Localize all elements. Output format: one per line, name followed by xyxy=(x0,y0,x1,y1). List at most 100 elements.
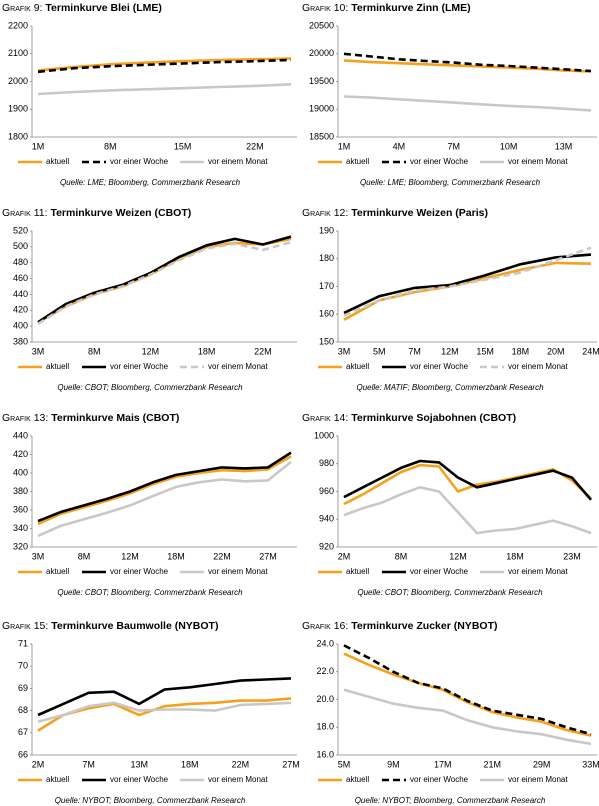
legend-label: aktuell xyxy=(46,362,69,371)
chart-panel: Grafik 9: Terminkurve Blei (LME) 1800 1900… xyxy=(2,2,297,187)
x-tick-label: 4M xyxy=(393,141,406,151)
series-line xyxy=(343,459,592,501)
chart-panel: Grafik 10: Terminkurve Zinn (LME) 18500 19… xyxy=(302,2,597,187)
x-tick-label: 23M xyxy=(563,551,581,561)
legend-label: aktuell xyxy=(46,567,69,576)
chart-label: Grafik 15: xyxy=(2,620,48,632)
legend-label: aktuell xyxy=(46,775,69,784)
legend-label: vor einer Woche xyxy=(110,775,169,784)
y-tick-label: 68 xyxy=(18,705,28,715)
y-tick-label: 190 xyxy=(319,225,334,235)
y-tick-label: 20.0 xyxy=(316,694,334,704)
legend-label: aktuell xyxy=(346,362,369,371)
x-tick-label: 8M xyxy=(395,551,408,561)
chart-source: Quelle: NYBOT; Bloomberg, Commerzbank Re… xyxy=(355,796,546,805)
series-line xyxy=(343,463,592,506)
chart-source: Quelle: CBOT; Bloomberg, Commerzbank Res… xyxy=(57,588,243,597)
chart-title: Grafik 10: Terminkurve Zinn (LME) xyxy=(302,2,471,14)
chart-source: Quelle: NYBOT; Bloomberg, Commerzbank Re… xyxy=(55,796,246,805)
legend-label: vor einer Woche xyxy=(110,362,169,371)
chart-title-text: Terminkurve Mais (CBOT) xyxy=(51,412,179,424)
x-tick-label: 12M xyxy=(441,346,459,356)
series-line xyxy=(343,644,592,736)
series-line xyxy=(37,58,292,74)
x-tick-label: 10M xyxy=(500,141,518,151)
y-tick-label: 1800 xyxy=(8,131,28,141)
chart-title: Grafik 11: Terminkurve Weizen (CBOT) xyxy=(2,207,191,219)
x-tick-label: 13M xyxy=(555,141,573,151)
legend-label: vor einer Woche xyxy=(410,567,469,576)
chart-source: Quelle: LME; Bloomberg, Commerzbank Rese… xyxy=(360,178,541,187)
chart-title: Grafik 16: Terminkurve Zucker (NYBOT) xyxy=(302,620,497,632)
series-line xyxy=(37,235,292,324)
x-tick-label: 5M xyxy=(373,346,386,356)
y-tick-label: 460 xyxy=(13,273,28,283)
x-tick-label: 18M xyxy=(198,346,216,356)
chart-panel: Grafik 16: Terminkurve Zucker (NYBOT) 16.… xyxy=(302,620,599,805)
legend-label: vor einer Woche xyxy=(110,157,169,166)
y-tick-label: 2200 xyxy=(8,20,28,30)
y-tick-label: 1900 xyxy=(8,104,28,114)
y-tick-label: 66 xyxy=(18,749,28,759)
chart-source: Quelle: CBOT; Bloomberg, Commerzbank Res… xyxy=(57,383,243,392)
x-tick-label: 27M xyxy=(259,551,277,561)
y-tick-label: 69 xyxy=(18,683,28,693)
chart-label: Grafik 10: xyxy=(302,2,348,14)
chart-title-text: Terminkurve Sojabohnen (CBOT) xyxy=(351,412,516,424)
x-tick-label: 18M xyxy=(506,551,524,561)
y-tick-label: 340 xyxy=(13,523,28,533)
series-line xyxy=(343,246,592,317)
chart-title: Grafik 12: Terminkurve Weizen (Paris) xyxy=(302,207,488,219)
y-tick-label: 1000 xyxy=(314,430,334,440)
x-tick-label: 3M xyxy=(32,346,45,356)
y-tick-label: 170 xyxy=(319,281,334,291)
series-line xyxy=(37,460,292,538)
legend-label: vor einem Monat xyxy=(508,775,568,784)
legend-label: aktuell xyxy=(346,157,369,166)
series-line xyxy=(343,52,592,73)
legend-label: aktuell xyxy=(346,775,369,784)
x-tick-label: 15M xyxy=(476,346,494,356)
y-tick-label: 380 xyxy=(13,336,28,346)
y-tick-label: 19500 xyxy=(309,76,334,86)
y-tick-label: 420 xyxy=(13,449,28,459)
legend-label: vor einem Monat xyxy=(208,775,268,784)
chart-source: Quelle: MATIF; Bloomberg, Commerzbank Re… xyxy=(356,383,544,392)
y-tick-label: 440 xyxy=(13,289,28,299)
series-line xyxy=(37,701,292,723)
y-tick-label: 2100 xyxy=(8,48,28,58)
series-line xyxy=(343,261,592,321)
legend-label: vor einem Monat xyxy=(208,567,268,576)
x-tick-label: 1M xyxy=(338,141,351,151)
y-tick-label: 380 xyxy=(13,486,28,496)
x-tick-label: 18M xyxy=(512,346,530,356)
x-tick-label: 18M xyxy=(167,551,185,561)
chart-title: Grafik 15: Terminkurve Baumwolle (NYBOT) xyxy=(2,620,218,632)
y-tick-label: 19000 xyxy=(309,104,334,114)
x-tick-label: 13M xyxy=(130,759,148,769)
x-tick-label: 7M xyxy=(82,759,95,769)
series-line xyxy=(343,59,592,73)
x-tick-label: 17M xyxy=(434,759,452,769)
x-tick-label: 15M xyxy=(174,141,192,151)
series-line xyxy=(37,83,292,96)
chart-source: Quelle: CBOT; Bloomberg, Commerzbank Res… xyxy=(357,588,543,597)
series-line xyxy=(343,652,592,737)
series-line xyxy=(37,240,292,325)
x-tick-label: 7M xyxy=(448,141,461,151)
y-tick-label: 67 xyxy=(18,727,28,737)
y-tick-label: 920 xyxy=(319,541,334,551)
chart-title: Grafik 13: Terminkurve Mais (CBOT) xyxy=(2,412,179,424)
x-tick-label: 2M xyxy=(338,551,351,561)
y-tick-label: 940 xyxy=(319,514,334,524)
series-line xyxy=(37,697,292,732)
chart-title-text: Terminkurve Baumwolle (NYBOT) xyxy=(51,620,218,632)
y-tick-label: 980 xyxy=(319,458,334,468)
x-tick-label: 1M xyxy=(32,141,45,151)
x-tick-label: 12M xyxy=(449,551,467,561)
chart-label: Grafik 14: xyxy=(302,412,348,424)
chart-panel: Grafik 11: Terminkurve Weizen (CBOT) 380 4… xyxy=(2,207,297,392)
y-tick-label: 150 xyxy=(319,336,334,346)
legend-label: vor einem Monat xyxy=(208,157,268,166)
y-tick-label: 20000 xyxy=(309,48,334,58)
